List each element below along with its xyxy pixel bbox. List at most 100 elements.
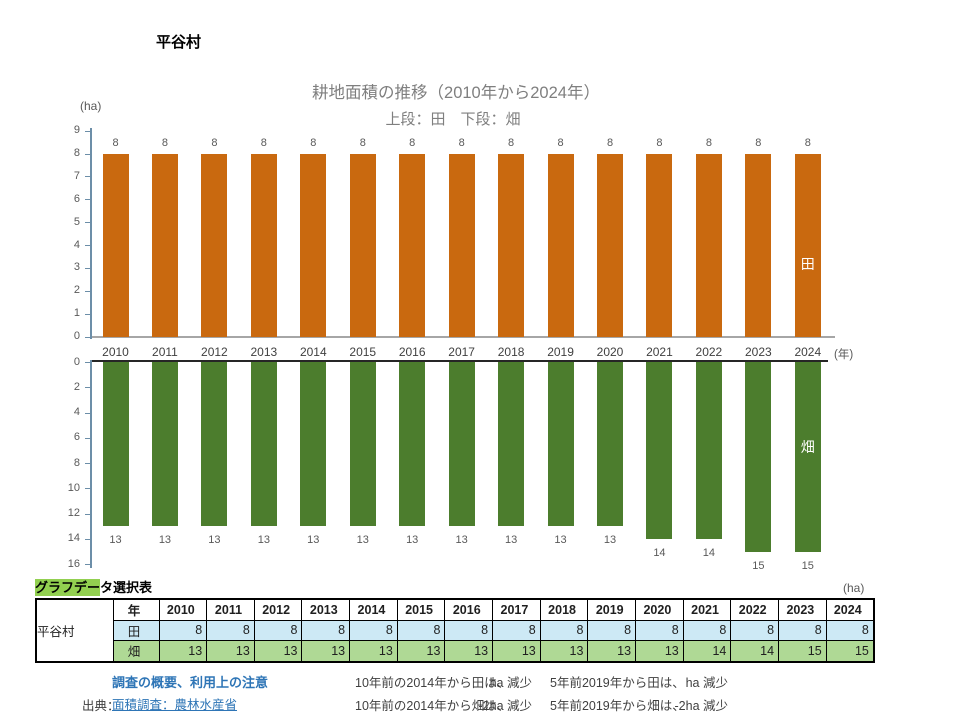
data-table: 平谷村年 2010 2011 2012 2013 2014 2015 2016 2017 2018… — [35, 598, 875, 663]
table-cell-field-2017[interactable]: 13 — [492, 639, 541, 663]
lower-bar-value-2021: 14 — [653, 546, 666, 559]
table-row-label-field[interactable]: 畑 — [112, 639, 160, 663]
table-cell-paddy-2019[interactable]: 8 — [587, 619, 637, 641]
table-cell-paddy-2021[interactable]: 8 — [682, 619, 732, 641]
upper-bar-2019 — [547, 154, 574, 337]
upper-ytick-2: 2 — [73, 284, 80, 297]
lower-bar-2024 — [794, 362, 821, 552]
table-cell-paddy-2017[interactable]: 8 — [492, 619, 541, 641]
lower-ytick-8: 8 — [73, 456, 80, 469]
upper-ytick-9: 9 — [73, 124, 80, 137]
table-title-rest: タ選択表 — [100, 580, 153, 595]
series-label-paddy: 田 — [800, 256, 815, 272]
lower-bar-value-2024: 15 — [801, 559, 814, 572]
table-cell-paddy-2011[interactable]: 8 — [206, 619, 255, 641]
chart-title: 耕地面積の推移（2010年から2024年） — [312, 84, 600, 102]
table-cell-paddy-2018[interactable]: 8 — [539, 619, 589, 641]
upper-bar-2023 — [745, 154, 772, 337]
table-year-header[interactable]: 年 — [112, 598, 160, 621]
lower-bar-2014 — [300, 362, 327, 527]
upper-ytick-3: 3 — [73, 261, 80, 274]
table-cell-field-2022[interactable]: 14 — [730, 639, 780, 663]
lower-bar-2023 — [745, 362, 772, 552]
source-link[interactable]: 面積調査：農林水産省 — [112, 698, 238, 712]
table-col-header-2023[interactable]: 2023 — [778, 598, 827, 621]
table-cell-field-2020[interactable]: 13 — [635, 639, 684, 663]
table-cell-field-2021[interactable]: 14 — [682, 639, 732, 663]
table-col-header-2022[interactable]: 2022 — [730, 598, 780, 621]
table-col-header-2012[interactable]: 2012 — [253, 598, 303, 621]
lower-ytick-0: 0 — [73, 355, 80, 368]
upper-bar-value-2012: 8 — [211, 137, 218, 149]
upper-ytick-5: 5 — [73, 215, 80, 228]
table-cell-field-2015[interactable]: 13 — [396, 639, 446, 663]
table-row-label-paddy[interactable]: 田 — [112, 619, 160, 641]
upper-bar-value-2011: 8 — [161, 137, 168, 149]
lower-ytickmark-6 — [85, 437, 90, 439]
table-col-header-2017[interactable]: 2017 — [492, 598, 541, 621]
upper-bar-2012 — [201, 154, 228, 337]
table-cell-paddy-2022[interactable]: 8 — [730, 619, 780, 641]
table-col-header-2010[interactable]: 2010 — [158, 598, 208, 621]
table-col-header-2024[interactable]: 2024 — [825, 598, 875, 621]
upper-ytickmark-6 — [85, 199, 90, 201]
table-cell-field-2019[interactable]: 13 — [587, 639, 637, 663]
lower-bar-value-2017: 13 — [455, 534, 468, 547]
table-col-header-2014[interactable]: 2014 — [349, 598, 398, 621]
table-col-header-2021[interactable]: 2021 — [682, 598, 732, 621]
table-col-header-2011[interactable]: 2011 — [206, 598, 255, 621]
upper-y-axis-line — [90, 128, 92, 339]
table-col-header-2019[interactable]: 2019 — [587, 598, 637, 621]
upper-bar-2020 — [597, 154, 623, 337]
lower-y-axis-line — [90, 360, 92, 568]
year-label-2010: 2010 — [102, 345, 129, 359]
table-cell-field-2018[interactable]: 13 — [539, 639, 589, 663]
table-cell-paddy-2015[interactable]: 8 — [396, 619, 446, 641]
upper-bar-value-2021: 8 — [656, 137, 663, 149]
table-cell-paddy-2020[interactable]: 8 — [635, 619, 684, 641]
table-col-header-2015[interactable]: 2015 — [396, 598, 446, 621]
table-cell-paddy-2016[interactable]: 8 — [444, 619, 494, 641]
lower-bar-2015 — [349, 362, 376, 527]
table-col-header-2013[interactable]: 2013 — [301, 598, 351, 621]
table-cell-field-2024[interactable]: 15 — [825, 639, 875, 663]
table-cell-field-2014[interactable]: 13 — [349, 639, 398, 663]
table-cell-paddy-2010[interactable]: 8 — [158, 619, 208, 641]
note-five-year-field-value: -2ha 減少 — [674, 699, 729, 713]
upper-ytickmark-5 — [85, 222, 90, 224]
table-cell-field-2010[interactable]: 13 — [158, 639, 208, 663]
lower-bar-2016 — [399, 362, 426, 527]
table-cell-field-2023[interactable]: 15 — [778, 639, 827, 663]
table-cell-field-2011[interactable]: 13 — [206, 639, 255, 663]
lower-bar-2022 — [695, 362, 722, 539]
year-label-2016: 2016 — [398, 345, 426, 359]
table-col-header-2020[interactable]: 2020 — [635, 598, 684, 621]
table-cell-paddy-2023[interactable]: 8 — [778, 619, 827, 641]
survey-overview-link[interactable]: 調査の概要、利用上の注意 — [112, 675, 269, 690]
lower-ytick-2: 2 — [73, 380, 80, 393]
upper-bar-2015 — [349, 154, 376, 337]
upper-bar-value-2024: 8 — [804, 137, 811, 149]
table-cell-paddy-2013[interactable]: 8 — [301, 619, 351, 641]
lower-ytickmark-2 — [85, 387, 90, 389]
table-col-header-2018[interactable]: 2018 — [539, 598, 589, 621]
lower-ytickmark-4 — [85, 412, 90, 414]
table-cell-paddy-2012[interactable]: 8 — [253, 619, 303, 641]
lower-ytick-10: 10 — [67, 481, 80, 494]
table-cell-field-2012[interactable]: 13 — [253, 639, 303, 663]
village-title: 平谷村 — [156, 34, 202, 51]
table-cell-field-2013[interactable]: 13 — [301, 639, 351, 663]
upper-bar-value-2015: 8 — [359, 137, 366, 149]
year-label-2020: 2020 — [596, 345, 624, 359]
table-col-header-2016[interactable]: 2016 — [444, 598, 494, 621]
table-cell-field-2016[interactable]: 13 — [444, 639, 494, 663]
upper-bar-2022 — [695, 154, 722, 337]
note-ten-year-paddy-value: ha 減少 — [489, 676, 532, 690]
table-cell-paddy-2014[interactable]: 8 — [349, 619, 398, 641]
table-corner-cell-village[interactable]: 平谷村 — [35, 598, 114, 663]
upper-ytickmark-2 — [85, 290, 90, 292]
upper-bar-2011 — [151, 154, 178, 337]
table-cell-paddy-2024[interactable]: 8 — [825, 619, 875, 641]
upper-bar-value-2010: 8 — [112, 137, 119, 149]
